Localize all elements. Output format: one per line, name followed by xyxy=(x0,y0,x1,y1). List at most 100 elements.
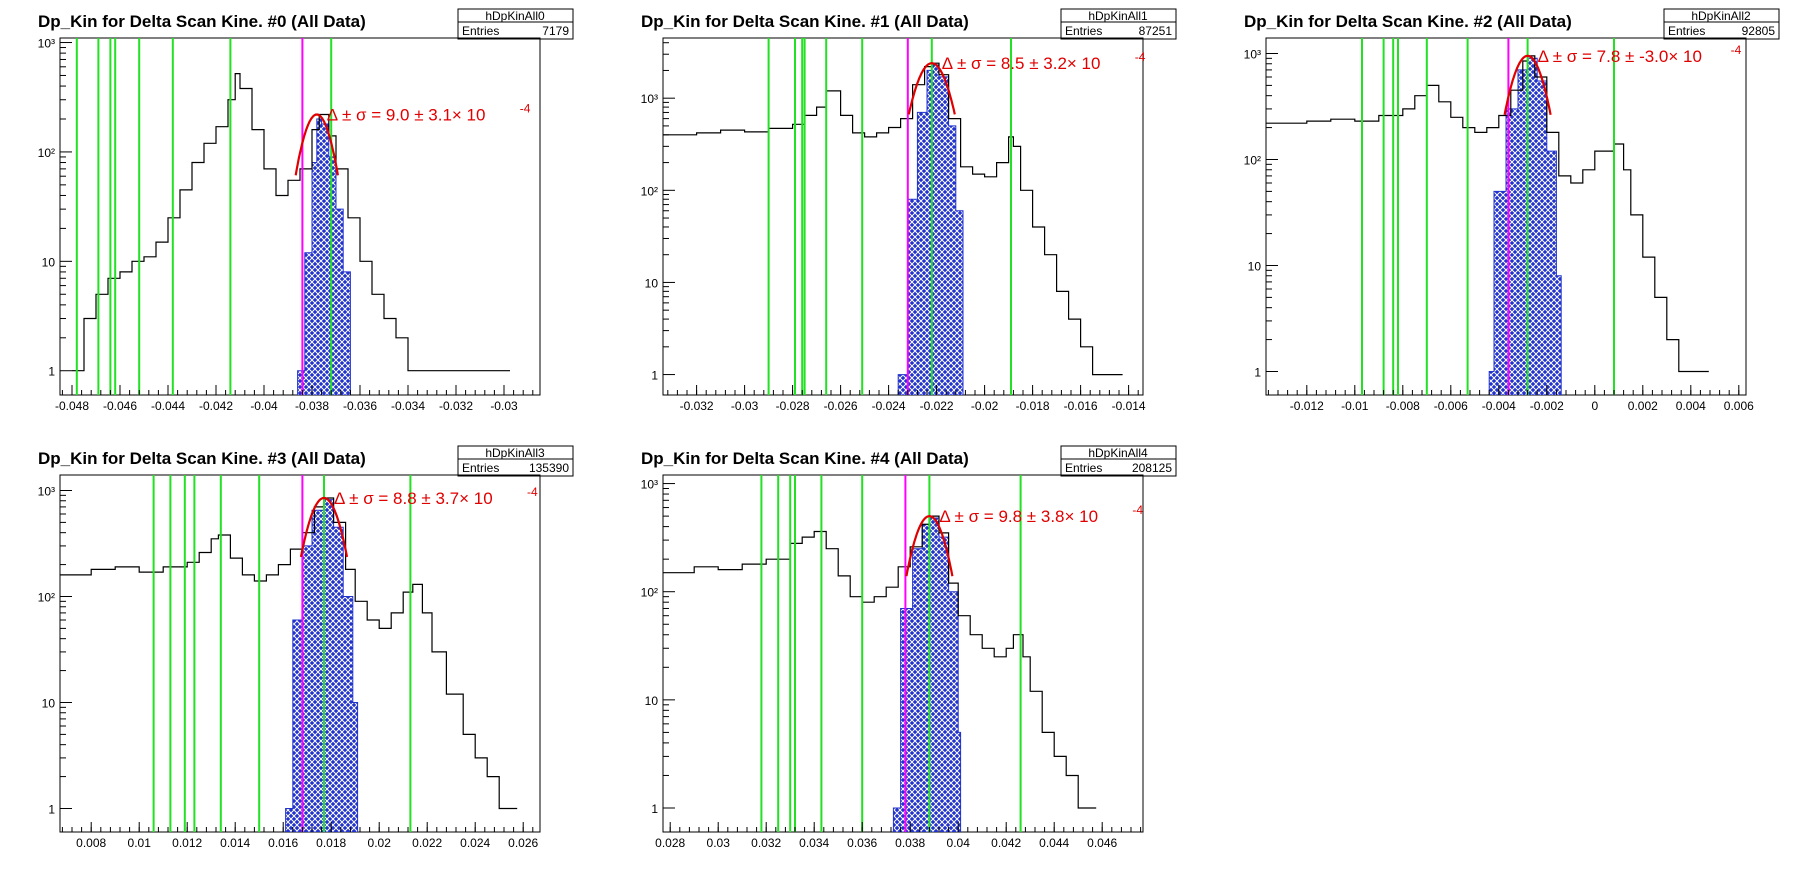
x-tick-label: -0.022 xyxy=(920,399,954,413)
plot-area xyxy=(72,38,510,395)
stats-entries-label: Entries xyxy=(462,24,499,38)
y-tick-label: 10³ xyxy=(641,478,658,492)
x-tick-label: 0.022 xyxy=(412,836,442,850)
x-tick-label: 0.012 xyxy=(172,836,202,850)
gaussian-fit xyxy=(905,514,954,577)
x-tick-label: -0.026 xyxy=(824,399,858,413)
y-tick-label: 10³ xyxy=(38,37,55,51)
x-tick-label: -0.046 xyxy=(103,399,137,413)
data-histogram xyxy=(663,62,1123,376)
gaussian-fit xyxy=(299,496,349,558)
histogram-panel-0: Dp_Kin for Delta Scan Kine. #0 (All Data… xyxy=(38,8,574,413)
y-tick-label: 10² xyxy=(38,590,55,604)
gaussian-fit xyxy=(907,62,956,115)
y-tick-label: 10 xyxy=(42,696,56,710)
stats-name: hDpKinAll4 xyxy=(1088,446,1148,460)
stats-entries-value: 135390 xyxy=(529,461,569,475)
panel-title: Dp_Kin for Delta Scan Kine. #3 (All Data… xyxy=(38,449,366,468)
plot-area xyxy=(1266,38,1709,395)
fit-label: Δ ± σ = 7.8 ± -3.0× 10 xyxy=(1538,47,1702,66)
y-tick-label: 10² xyxy=(38,146,55,160)
y-tick-label: 1 xyxy=(48,802,55,816)
stats-entries-label: Entries xyxy=(1065,24,1102,38)
data-histogram xyxy=(60,497,518,810)
x-tick-label: -0.024 xyxy=(872,399,906,413)
x-tick-label: 0.032 xyxy=(751,836,781,850)
x-tick-label: -0.032 xyxy=(680,399,714,413)
x-tick-label: 0.034 xyxy=(799,836,829,850)
stats-entries-label: Entries xyxy=(462,461,499,475)
stats-entries-value: 92805 xyxy=(1742,24,1776,38)
fit-label-exponent: -4 xyxy=(1135,50,1146,64)
stats-entries-value: 208125 xyxy=(1132,461,1172,475)
x-tick-label: 0.018 xyxy=(316,836,346,850)
y-tick-label: 10 xyxy=(1248,259,1262,273)
y-tick-label: 1 xyxy=(651,369,658,383)
x-tick-label: -0.008 xyxy=(1386,399,1420,413)
fit-label: Δ ± σ = 8.5 ± 3.2× 10 xyxy=(942,54,1101,73)
x-tick-label: -0.048 xyxy=(55,399,89,413)
stats-entries-label: Entries xyxy=(1668,24,1705,38)
x-tick-label: -0.004 xyxy=(1482,399,1516,413)
stats-box xyxy=(1060,445,1177,477)
x-tick-label: -0.04 xyxy=(250,399,278,413)
gaussian-fit xyxy=(294,113,339,176)
x-tick-label: -0.01 xyxy=(1341,399,1369,413)
x-tick-label: -0.018 xyxy=(1016,399,1050,413)
x-tick-label: -0.036 xyxy=(343,399,377,413)
histogram-panel-3: Dp_Kin for Delta Scan Kine. #3 (All Data… xyxy=(38,445,574,850)
x-tick-label: 0.04 xyxy=(947,836,971,850)
panel-title: Dp_Kin for Delta Scan Kine. #0 (All Data… xyxy=(38,12,366,31)
histogram-panel-4: Dp_Kin for Delta Scan Kine. #4 (All Data… xyxy=(641,445,1177,850)
fit-label: Δ ± σ = 9.0 ± 3.1× 10 xyxy=(327,105,486,124)
x-tick-label: -0.02 xyxy=(971,399,999,413)
stats-box xyxy=(457,445,574,477)
x-tick-label: -0.03 xyxy=(490,399,518,413)
x-tick-label: 0.036 xyxy=(847,836,877,850)
fit-label-exponent: -4 xyxy=(1731,43,1742,57)
filled-histogram xyxy=(297,118,351,395)
x-tick-label: -0.032 xyxy=(439,399,473,413)
x-tick-label: 0.028 xyxy=(655,836,685,850)
stats-entries-value: 7179 xyxy=(542,24,569,38)
x-tick-label: -0.014 xyxy=(1112,399,1146,413)
y-tick-label: 1 xyxy=(651,802,658,816)
plot-frame xyxy=(662,37,1144,396)
stats-name: hDpKinAll0 xyxy=(485,9,545,23)
histogram-panel-1: Dp_Kin for Delta Scan Kine. #1 (All Data… xyxy=(641,8,1177,413)
fit-label-exponent: -4 xyxy=(520,101,531,115)
fit-label: Δ ± σ = 9.8 ± 3.8× 10 xyxy=(939,507,1098,526)
x-tick-label: 0.01 xyxy=(128,836,152,850)
x-tick-label: -0.044 xyxy=(151,399,185,413)
stats-box xyxy=(1060,8,1177,40)
x-tick-label: 0.044 xyxy=(1039,836,1069,850)
histogram-panel-2: Dp_Kin for Delta Scan Kine. #2 (All Data… xyxy=(1244,8,1780,413)
y-tick-label: 10 xyxy=(645,276,659,290)
stats-box xyxy=(1663,8,1780,40)
x-tick-label: 0.004 xyxy=(1676,399,1706,413)
x-tick-label: 0.042 xyxy=(991,836,1021,850)
plot-area xyxy=(60,475,518,832)
plot-frame xyxy=(59,37,541,396)
x-tick-label: 0.03 xyxy=(707,836,731,850)
panel-title: Dp_Kin for Delta Scan Kine. #4 (All Data… xyxy=(641,449,969,468)
plot-area xyxy=(663,38,1123,395)
stats-box xyxy=(457,8,574,40)
gaussian-fit xyxy=(1503,54,1552,116)
x-tick-label: 0.024 xyxy=(460,836,490,850)
x-tick-label: -0.034 xyxy=(391,399,425,413)
y-tick-label: 1 xyxy=(1254,365,1261,379)
x-tick-label: -0.042 xyxy=(199,399,233,413)
stats-name: hDpKinAll1 xyxy=(1088,9,1148,23)
x-tick-label: 0.014 xyxy=(220,836,250,850)
x-tick-label: -0.012 xyxy=(1290,399,1324,413)
stats-name: hDpKinAll3 xyxy=(485,446,545,460)
plot-area xyxy=(663,475,1097,832)
y-tick-label: 10 xyxy=(645,694,659,708)
data-histogram xyxy=(663,515,1097,809)
y-tick-label: 10 xyxy=(42,255,56,269)
data-histogram xyxy=(1266,55,1709,373)
x-tick-label: 0.026 xyxy=(508,836,538,850)
x-tick-label: 0.002 xyxy=(1628,399,1658,413)
